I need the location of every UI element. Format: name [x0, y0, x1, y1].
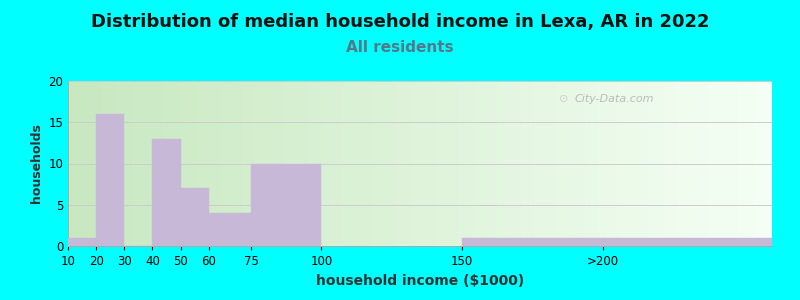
Text: All residents: All residents	[346, 40, 454, 56]
Bar	[209, 213, 251, 246]
Bar	[68, 238, 96, 246]
Bar	[462, 238, 603, 246]
Y-axis label: households: households	[30, 124, 42, 203]
Bar	[153, 139, 181, 246]
Text: City-Data.com: City-Data.com	[575, 94, 654, 104]
Bar	[181, 188, 209, 246]
Bar	[603, 238, 772, 246]
X-axis label: household income ($1000): household income ($1000)	[316, 274, 524, 288]
Text: Distribution of median household income in Lexa, AR in 2022: Distribution of median household income …	[90, 14, 710, 32]
Bar	[96, 114, 124, 246]
Text: ⊙: ⊙	[559, 94, 569, 104]
Bar	[251, 164, 322, 246]
